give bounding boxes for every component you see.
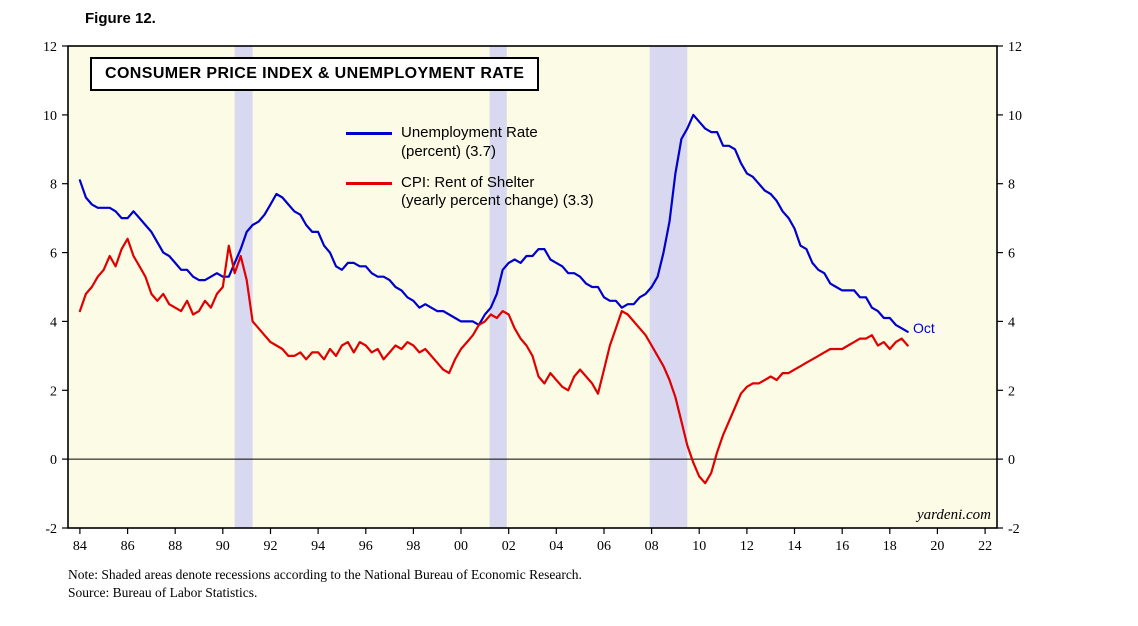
svg-text:10: 10	[1008, 109, 1022, 124]
svg-text:12: 12	[43, 40, 57, 55]
cpi-rent-line-swatch	[346, 181, 392, 185]
svg-text:90: 90	[216, 539, 230, 554]
svg-text:10: 10	[692, 539, 706, 554]
cpi-rent-legend-label: CPI: Rent of Shelter (yearly percent cha…	[401, 173, 594, 210]
legend-item-cpi-rent: CPI: Rent of Shelter (yearly percent cha…	[346, 174, 594, 212]
footnotes: Note: Shaded areas denote recessions acc…	[68, 566, 582, 601]
svg-text:98: 98	[406, 539, 420, 554]
figure-label: Figure 12.	[85, 10, 156, 27]
latest-month-label: Oct	[913, 320, 935, 336]
svg-text:94: 94	[311, 539, 325, 554]
svg-text:8: 8	[50, 178, 57, 193]
svg-text:6: 6	[50, 247, 57, 262]
unemployment-legend-label: Unemployment Rate (percent) (3.7)	[401, 124, 538, 160]
watermark: yardeni.com	[916, 507, 991, 523]
legend-item-unemployment: Unemployment Rate (percent) (3.7)	[346, 124, 594, 162]
svg-text:0: 0	[50, 453, 57, 468]
svg-text:4: 4	[1008, 315, 1015, 330]
svg-text:96: 96	[359, 539, 373, 554]
svg-text:12: 12	[1008, 40, 1022, 55]
svg-text:0: 0	[1008, 453, 1015, 468]
svg-text:92: 92	[264, 539, 278, 554]
svg-text:-2: -2	[45, 522, 57, 537]
svg-text:20: 20	[930, 539, 944, 554]
svg-text:22: 22	[978, 539, 992, 554]
svg-text:06: 06	[597, 539, 611, 554]
svg-text:14: 14	[788, 539, 802, 554]
svg-text:-2: -2	[1008, 522, 1020, 537]
chart-title: CONSUMER PRICE INDEX & UNEMPLOYMENT RATE	[90, 57, 540, 91]
svg-text:02: 02	[502, 539, 516, 554]
legend: Unemployment Rate (percent) (3.7) CPI: R…	[346, 124, 594, 223]
plot-area: -2 -2 0 0 2 2 4 4 6 6 8 8 10 10 12 12 84 86 88 90 92 94 96 98 00…	[43, 40, 1022, 554]
svg-text:2: 2	[50, 384, 57, 399]
svg-text:8: 8	[1008, 178, 1015, 193]
svg-text:84: 84	[73, 539, 87, 554]
svg-text:6: 6	[1008, 247, 1015, 262]
svg-text:4: 4	[50, 315, 57, 330]
svg-text:16: 16	[835, 539, 849, 554]
source-line: Source: Bureau of Labor Statistics.	[68, 584, 258, 600]
note-line: Note: Shaded areas denote recessions acc…	[68, 567, 582, 582]
svg-text:2: 2	[1008, 384, 1015, 399]
svg-text:00: 00	[454, 539, 468, 554]
svg-text:10: 10	[43, 109, 57, 124]
svg-text:86: 86	[121, 539, 135, 554]
svg-text:08: 08	[645, 539, 659, 554]
svg-text:18: 18	[883, 539, 897, 554]
svg-text:88: 88	[168, 539, 182, 554]
svg-text:04: 04	[549, 539, 563, 554]
unemployment-line-swatch	[346, 132, 392, 135]
svg-text:12: 12	[740, 539, 754, 554]
